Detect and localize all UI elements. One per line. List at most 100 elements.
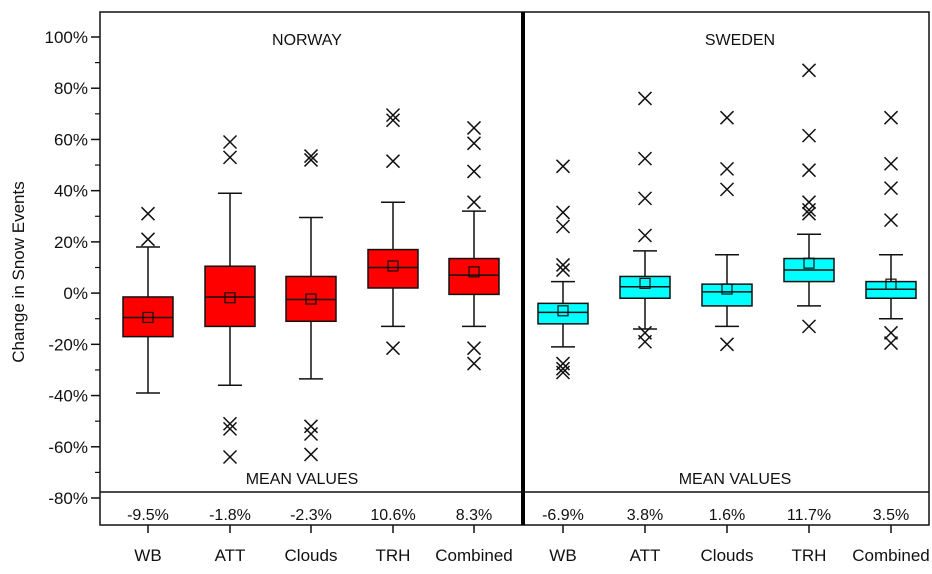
x-category-label: Clouds	[285, 546, 338, 565]
mean-value-label: -2.3%	[290, 507, 332, 524]
outlier-stroke	[466, 195, 482, 210]
outlier-marker	[303, 152, 319, 167]
y-tick-label: 60%	[54, 130, 88, 149]
outlier-stroke	[555, 361, 571, 376]
outlier-marker	[883, 110, 899, 125]
outlier-marker	[555, 263, 571, 278]
x-category-label: WB	[134, 546, 161, 565]
outlier-stroke	[140, 206, 156, 221]
x-axis: WB ATT Clouds TRH Combined WB ATT Clouds TRH Comb…	[134, 525, 930, 565]
outlier-stroke	[801, 319, 817, 334]
outlier-marker	[555, 365, 571, 380]
outlier-marker	[466, 356, 482, 371]
x-category-label: WB	[549, 546, 576, 565]
outlier-stroke	[801, 128, 817, 143]
outlier-marker	[466, 136, 482, 151]
outlier-marker	[303, 419, 319, 434]
outlier-stroke	[801, 163, 817, 178]
outlier-marker	[303, 447, 319, 462]
outlier-stroke	[555, 205, 571, 220]
mean-value-label: 8.3%	[456, 507, 492, 524]
mean-value-label: -1.8%	[209, 507, 251, 524]
x-category-label: Combined	[435, 546, 513, 565]
outlier-marker	[801, 163, 817, 178]
box-wb: -6.9%	[537, 159, 589, 524]
outlier-stroke	[140, 232, 156, 247]
mean-value-label: 3.8%	[627, 507, 663, 524]
mean-marker	[557, 305, 569, 317]
outlier-marker	[801, 319, 817, 334]
x-category-label: Clouds	[701, 546, 754, 565]
outlier-marker	[637, 228, 653, 243]
outlier-stroke	[222, 150, 238, 165]
outlier-marker	[719, 161, 735, 176]
iqr-box	[367, 248, 419, 289]
outlier-marker	[719, 110, 735, 125]
outlier-stroke	[801, 206, 817, 221]
y-tick-label: 80%	[54, 79, 88, 98]
outlier-stroke	[555, 263, 571, 278]
outlier-marker	[466, 195, 482, 210]
outlier-marker	[637, 334, 653, 349]
mean-values-heading: MEAN VALUES	[679, 471, 792, 488]
outlier-stroke	[303, 447, 319, 462]
x-category-label: TRH	[792, 546, 827, 565]
outlier-marker	[140, 206, 156, 221]
outlier-marker	[883, 181, 899, 196]
outlier-stroke	[637, 151, 653, 166]
mean-marker	[885, 278, 897, 290]
outlier-marker	[555, 159, 571, 174]
y-tick-label: -40%	[48, 387, 88, 406]
outlier-marker	[555, 219, 571, 234]
box-combined: 3.5%	[865, 110, 917, 524]
outlier-marker	[883, 156, 899, 171]
x-category-label: TRH	[376, 546, 411, 565]
outlier-stroke	[801, 63, 817, 78]
outlier-stroke	[719, 182, 735, 197]
outlier-marker	[140, 232, 156, 247]
outlier-marker	[222, 421, 238, 436]
mean-marker	[639, 277, 651, 289]
outlier-stroke	[303, 426, 319, 442]
mean-marker	[305, 293, 317, 305]
outlier-stroke	[719, 337, 735, 352]
outlier-stroke	[637, 334, 653, 349]
outlier-marker	[637, 91, 653, 106]
box-trh: 10.6%	[367, 108, 419, 524]
box-att: 3.8%	[619, 91, 671, 524]
mean-marker	[387, 260, 399, 272]
outlier-stroke	[883, 181, 899, 196]
outlier-stroke	[466, 341, 482, 356]
outlier-marker	[222, 449, 238, 465]
outlier-stroke	[385, 108, 401, 123]
mean-value-label: 11.7%	[787, 507, 831, 524]
outlier-marker	[637, 151, 653, 166]
outlier-marker	[883, 325, 899, 340]
outlier-marker	[555, 257, 571, 272]
outlier-marker	[385, 113, 401, 128]
outlier-marker	[466, 164, 482, 179]
outlier-stroke	[466, 120, 482, 135]
outlier-marker	[719, 182, 735, 197]
outlier-marker	[466, 120, 482, 135]
mean-value-label: -9.5%	[127, 507, 169, 524]
outlier-stroke	[222, 449, 238, 465]
box-wb: -9.5%	[122, 206, 174, 524]
mean-marker	[803, 257, 815, 269]
outlier-stroke	[385, 154, 401, 169]
box-combined: 8.3%	[448, 120, 500, 524]
mean-marker	[721, 283, 733, 295]
outlier-stroke	[466, 136, 482, 151]
outlier-stroke	[303, 152, 319, 167]
panel-sweden: SWEDEN MEAN VALUES -6.9% 3.8% 1.6% 11.7% 3.5%	[537, 32, 917, 524]
x-category-label: Combined	[852, 546, 930, 565]
x-category-label: ATT	[215, 546, 246, 565]
outlier-marker	[883, 336, 899, 351]
outlier-stroke	[555, 365, 571, 380]
mean-value-label: 10.6%	[370, 507, 415, 524]
panels: NORWAY MEAN VALUES -9.5% -1.8% -2.3% 10.6% 8.3…	[122, 32, 917, 524]
outlier-stroke	[555, 219, 571, 234]
outlier-marker	[801, 128, 817, 143]
y-tick-label: -20%	[48, 335, 88, 354]
y-axis: 100% 80% 60% 40% 20% 0% -20% -40% -60% -80%	[45, 28, 100, 508]
